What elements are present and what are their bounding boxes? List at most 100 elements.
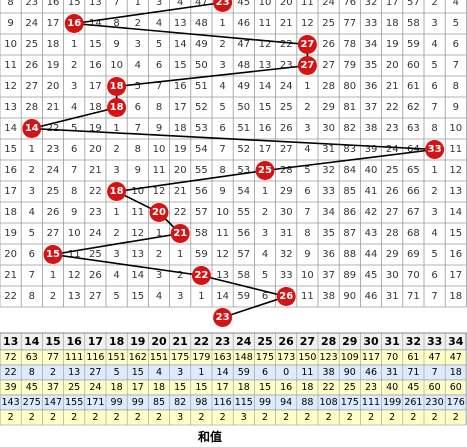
omission-cell: 3	[262, 228, 268, 239]
omission-cell: 3	[156, 270, 162, 281]
omission-cell: 23	[47, 144, 60, 155]
stats-cell: 45	[407, 382, 419, 393]
ball	[43, 245, 63, 264]
omission-cell: 27	[47, 228, 60, 239]
stats-cell: 163	[214, 352, 232, 363]
omission-cell: 3	[156, 0, 162, 8]
trend-line	[31, 1, 435, 319]
stats-cell: 47	[450, 352, 462, 363]
omission-cell: 13	[89, 0, 102, 8]
stats-cell: 8	[29, 367, 35, 378]
stats-cell: 18	[301, 382, 313, 393]
omission-cell: 50	[195, 60, 208, 71]
stats-cell: 18	[111, 382, 123, 393]
omission-cell: 25	[47, 186, 60, 197]
omission-cell: 25	[25, 39, 38, 50]
stats-cell: 179	[192, 352, 210, 363]
omission-cell: 3	[135, 39, 141, 50]
omission-cell: 59	[195, 249, 208, 260]
omission-cell: 1	[198, 291, 204, 302]
stats-cell: 59	[238, 367, 250, 378]
stats-cell: 143	[2, 397, 20, 408]
omission-cell: 8	[431, 123, 437, 134]
omission-cell: 53	[237, 165, 250, 176]
stats-cell: 3	[177, 412, 183, 423]
stats-cell: 60	[450, 382, 462, 393]
omission-cell: 78	[343, 39, 356, 50]
stats-cell: 2	[29, 412, 35, 423]
omission-cell: 21	[47, 102, 60, 113]
omission-cell: 45	[237, 0, 250, 8]
stats-cell: 40	[386, 382, 398, 393]
omission-cell: 15	[174, 60, 187, 71]
omission-cell: 5	[135, 81, 141, 92]
omission-cell: 15	[259, 102, 272, 113]
omission-cell: 90	[343, 291, 356, 302]
omission-cell: 79	[343, 60, 356, 71]
omission-cell: 12	[216, 249, 229, 260]
stats-cell: 45	[26, 382, 38, 393]
omission-cell: 30	[280, 207, 293, 218]
stats-cell: 11	[301, 367, 313, 378]
omission-cell: 6	[304, 186, 310, 197]
omission-cell: 13	[259, 60, 272, 71]
omission-cell: 46	[365, 291, 378, 302]
omission-cell: 2	[219, 39, 225, 50]
omission-cell: 87	[343, 228, 356, 239]
stats-cell: 47	[429, 352, 441, 363]
ball-number: 16	[67, 18, 81, 29]
ball-number: 18	[110, 186, 124, 197]
omission-cell: 14	[259, 81, 272, 92]
omission-cell: 25	[386, 165, 399, 176]
column-header: 23	[215, 335, 230, 348]
omission-cell: 24	[322, 0, 335, 8]
column-header: 13	[3, 335, 18, 348]
stats-cell: 39	[5, 382, 17, 393]
omission-cell: 33	[322, 186, 335, 197]
omission-cell: 13	[216, 270, 229, 281]
omission-cell: 71	[407, 291, 420, 302]
stats-cell: 3	[241, 412, 247, 423]
omission-cell: 25	[280, 102, 293, 113]
stats-cell: 82	[174, 397, 186, 408]
omission-cell: 3	[431, 207, 437, 218]
omission-cell: 47	[237, 39, 250, 50]
omission-cell: 51	[195, 81, 208, 92]
stats-cell: 88	[301, 397, 313, 408]
stats-cell: 116	[214, 397, 232, 408]
omission-cell: 26	[89, 270, 102, 281]
stats-cell: 0	[283, 367, 289, 378]
stats-cell: 17	[132, 382, 144, 393]
omission-cell: 28	[280, 165, 293, 176]
stats-cell: 15	[259, 382, 271, 393]
omission-cell: 25	[322, 18, 335, 29]
column-header: 20	[151, 335, 167, 348]
omission-cell: 1	[113, 207, 119, 218]
omission-cell: 17	[89, 81, 102, 92]
omission-cell: 30	[322, 123, 335, 134]
omission-cell: 43	[365, 228, 378, 239]
omission-cell: 18	[174, 123, 187, 134]
ball-number: 27	[300, 39, 314, 50]
omission-cell: 22	[386, 102, 399, 113]
stats-cell: 90	[344, 367, 356, 378]
stats-cell: 18	[153, 382, 165, 393]
stats-cell: 2	[92, 412, 98, 423]
omission-cell: 56	[237, 228, 250, 239]
stats-cell: 162	[129, 352, 147, 363]
omission-cell: 5	[71, 123, 77, 134]
stats-cell: 60	[429, 382, 441, 393]
omission-cell: 12	[449, 165, 462, 176]
omission-cell: 47	[195, 0, 208, 8]
stats-cell: 275	[23, 397, 41, 408]
stats-cell: 2	[135, 412, 141, 423]
stats-cell: 176	[447, 397, 465, 408]
omission-cell: 26	[386, 186, 399, 197]
stats-cell: 3	[177, 367, 183, 378]
omission-cell: 3	[304, 123, 310, 134]
column-header: 32	[406, 335, 421, 348]
omission-cell: 84	[343, 165, 356, 176]
ball	[213, 308, 233, 327]
ball	[191, 266, 211, 285]
omission-cell: 12	[259, 39, 272, 50]
